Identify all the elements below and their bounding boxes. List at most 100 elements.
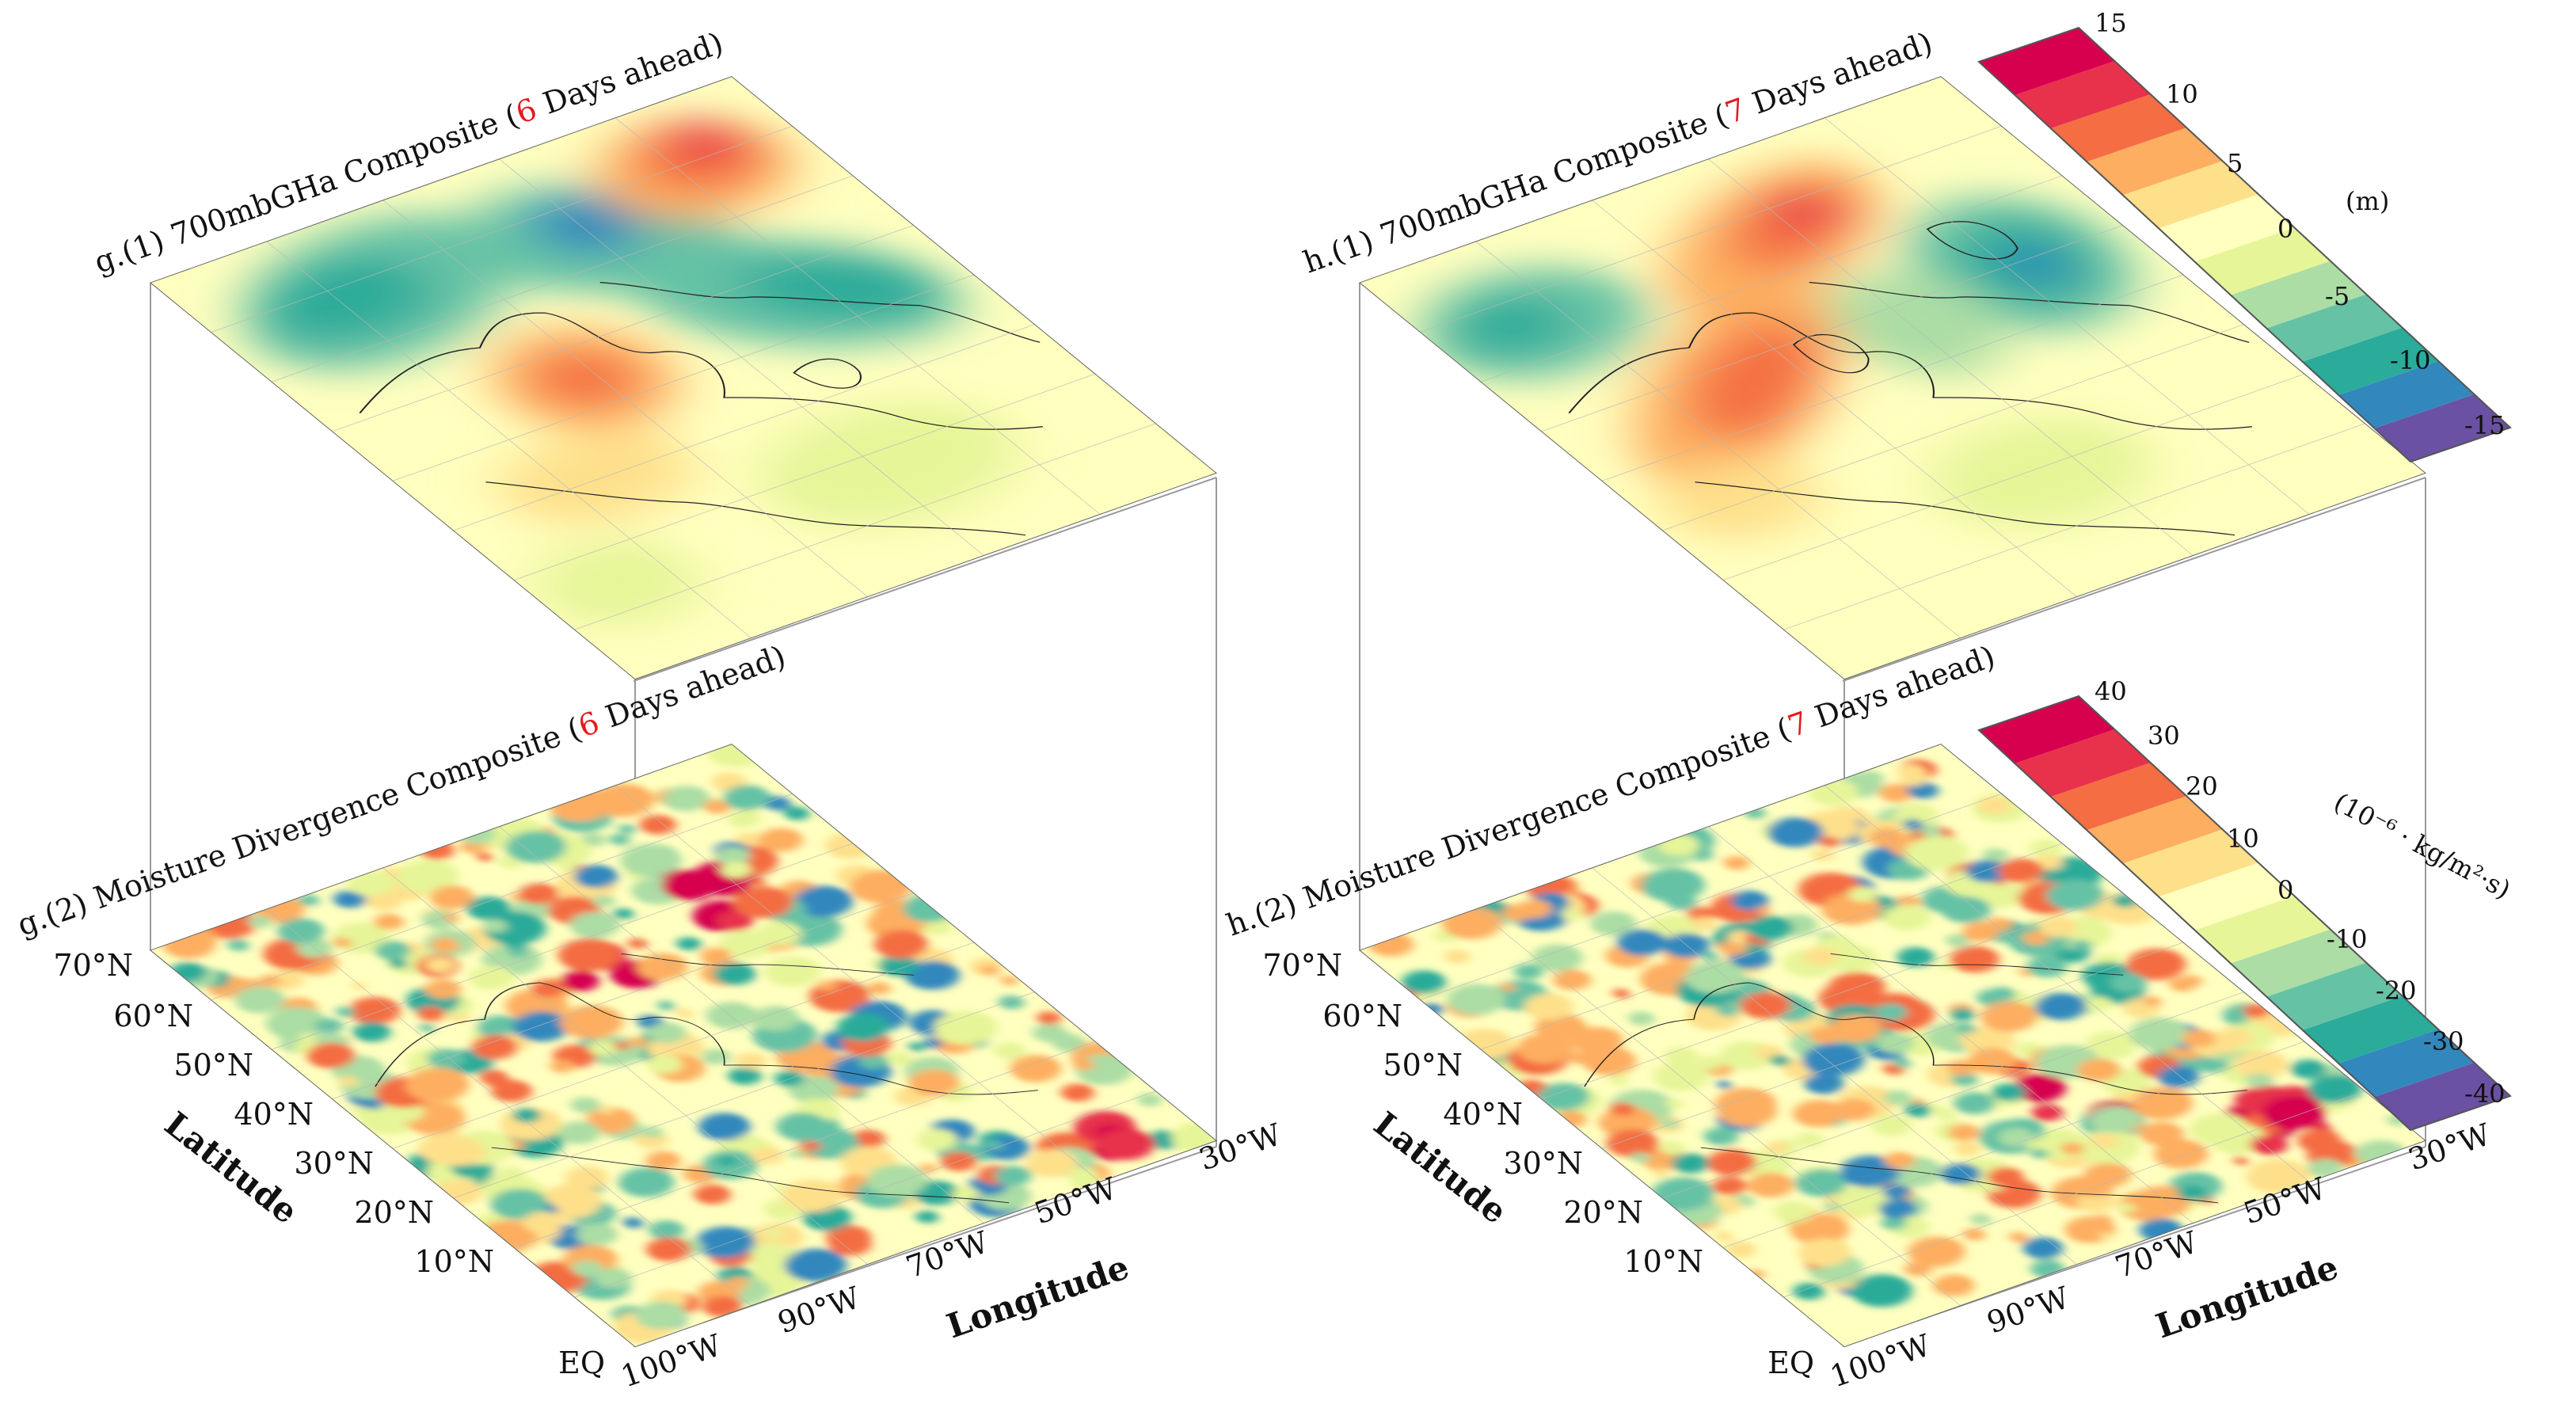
contour-blob — [431, 938, 460, 953]
contour-blob — [247, 915, 272, 928]
lat-tick-label: 40°N — [234, 1097, 314, 1132]
contour-blob — [2085, 997, 2113, 1012]
colorbar-cell — [2374, 394, 2510, 462]
lat-tick-label: 60°N — [113, 999, 193, 1033]
contour-blob — [750, 877, 766, 886]
contour-blob — [443, 913, 460, 923]
colorbar-tick-label: -5 — [2325, 281, 2350, 311]
contour-blob — [2026, 955, 2068, 978]
lat-tick-label: 20°N — [354, 1195, 434, 1230]
contour-blob — [1951, 1072, 1978, 1087]
contour-blob — [2084, 1031, 2137, 1060]
contour-blob — [531, 980, 565, 998]
contour-blob — [1764, 190, 1844, 230]
colorbar-cell — [2302, 327, 2439, 395]
contour-blob — [1073, 1121, 1098, 1134]
contour-blob — [1598, 1106, 1657, 1138]
contour-blob — [333, 937, 352, 948]
colorbar-cell — [2159, 862, 2295, 931]
contour-blob — [728, 1067, 762, 1085]
contour-blob — [2266, 1180, 2292, 1194]
contour-blob — [613, 908, 634, 919]
lat-tick-label: 20°N — [1563, 1195, 1643, 1230]
contour-blob — [2177, 1185, 2207, 1201]
contour-blob — [706, 1002, 757, 1030]
contour-blob — [646, 1054, 683, 1075]
contour-blob — [306, 1042, 355, 1068]
contour-blob — [649, 1220, 685, 1240]
panel-g: g.(1) 700mbGHa Composite (6 Days ahead) … — [13, 25, 1285, 1394]
colorbar-tick-label: -20 — [2376, 976, 2417, 1006]
contour-blob — [1790, 1213, 1850, 1246]
contour-blob — [1608, 1075, 1629, 1086]
contour-blob — [1137, 1093, 1162, 1106]
contour-blob — [1793, 1099, 1844, 1128]
contour-blob — [424, 979, 462, 999]
colorbar-tick-label: -10 — [2390, 345, 2431, 375]
contour-blob — [858, 1053, 888, 1069]
contour-blob — [1096, 1128, 1155, 1160]
contour-blob — [695, 1226, 755, 1258]
contour-blob — [2142, 995, 2162, 1007]
contour-blob — [335, 1007, 356, 1018]
contour-blob — [1904, 1103, 1931, 1117]
contour-blob — [389, 958, 408, 969]
contour-blob — [405, 1068, 470, 1102]
contour-blob — [592, 895, 615, 908]
contour-blob — [867, 981, 892, 995]
contour-blob — [1954, 1092, 1996, 1115]
contour-blob — [1992, 1083, 2026, 1102]
contour-blob — [620, 843, 682, 877]
ghgha-map-g — [149, 76, 1218, 680]
contour-blob — [994, 1042, 1026, 1060]
colorbar-tick-label: -15 — [2464, 410, 2506, 440]
contour-blob — [1712, 1177, 1747, 1196]
contour-blob — [2246, 1073, 2274, 1088]
contour-blob — [751, 1146, 784, 1165]
colorbar-tick-label: -30 — [2423, 1026, 2464, 1056]
contour-blob — [904, 960, 960, 990]
contour-blob — [878, 954, 919, 976]
contour-blob — [227, 976, 245, 987]
contour-blob — [466, 896, 511, 920]
contour-blob — [1641, 868, 1705, 902]
colorbar-cell — [2015, 729, 2151, 797]
colorbar-unit: (m) — [2346, 186, 2389, 216]
contour-blob — [866, 1164, 927, 1197]
contour-blob — [1965, 860, 2008, 883]
contour-blob — [694, 1184, 731, 1205]
contour-blob — [227, 939, 249, 951]
contour-blob — [260, 257, 431, 341]
contour-blob — [1802, 946, 1838, 966]
contour-blob — [1874, 1003, 1908, 1021]
contour-blob — [417, 1006, 446, 1022]
contour-blob — [471, 1034, 518, 1060]
contour-blob — [498, 429, 694, 524]
contour-blob — [2022, 931, 2049, 946]
contour-blob — [923, 1037, 943, 1049]
contour-blob — [703, 799, 731, 814]
contour-blob — [1884, 1151, 1916, 1169]
contour-blob — [1756, 906, 1771, 915]
contour-blob — [490, 1188, 549, 1220]
contour-blob — [994, 1166, 1032, 1186]
colorbar-cell — [2122, 161, 2259, 229]
contour-blob — [1908, 1236, 1965, 1267]
contour-blob — [1456, 296, 1567, 355]
colorbar-cell — [2087, 127, 2223, 196]
contour-blob — [1702, 951, 1719, 961]
contour-blob — [886, 1052, 913, 1066]
contour-blob — [1893, 1058, 1912, 1068]
contour-blob — [728, 809, 761, 828]
contour-blob — [1851, 1274, 1912, 1307]
contour-blob — [1000, 976, 1018, 986]
contour-blob — [1967, 1048, 2017, 1075]
contour-blob — [1037, 1011, 1062, 1025]
contour-blob — [639, 815, 676, 835]
contour-blob — [2234, 1050, 2289, 1079]
contour-blob — [675, 1008, 694, 1018]
contour-blob — [2132, 1087, 2193, 1120]
contour-blob — [698, 1113, 751, 1141]
contour-blob — [2093, 1214, 2113, 1225]
